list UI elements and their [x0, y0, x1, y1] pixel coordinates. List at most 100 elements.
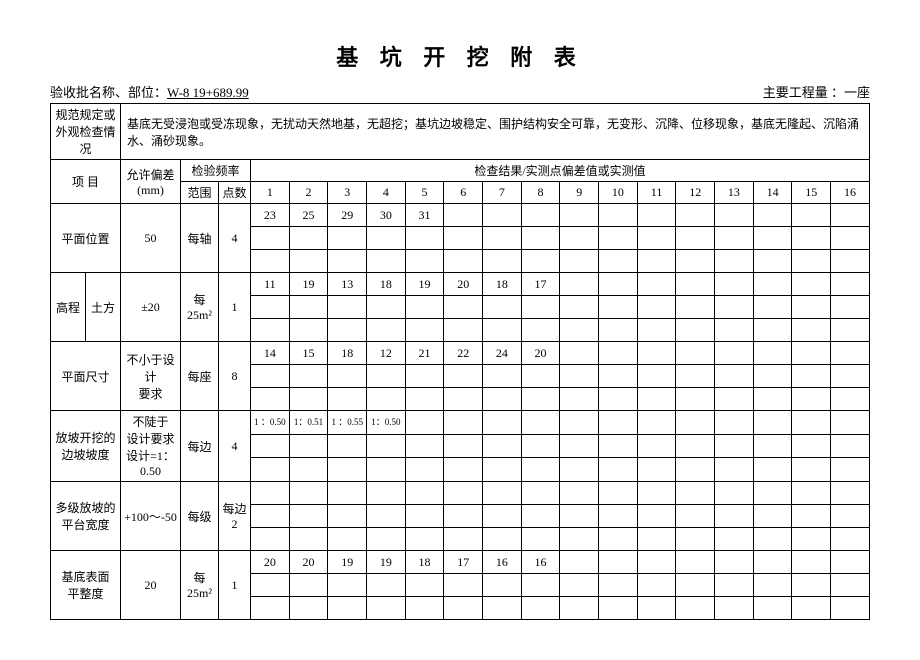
cell [792, 204, 831, 227]
row-points: 8 [219, 342, 251, 411]
qty-value: 一座 [844, 85, 870, 100]
cell [444, 434, 483, 458]
num-12: 12 [676, 182, 715, 204]
cell [599, 411, 638, 435]
row-range: 每 25m² [181, 551, 219, 620]
cell [637, 296, 676, 319]
cell [753, 434, 792, 458]
num-7: 7 [483, 182, 522, 204]
cell: 11 [251, 273, 290, 296]
cell [521, 434, 560, 458]
cell [676, 296, 715, 319]
cell [328, 505, 367, 528]
cell [328, 227, 367, 250]
col-range: 范围 [181, 182, 219, 204]
cell [405, 250, 444, 273]
cell [251, 388, 290, 411]
cell [289, 505, 328, 528]
cell [715, 574, 754, 597]
cell [560, 528, 599, 551]
cell [367, 388, 406, 411]
cell: 13 [328, 273, 367, 296]
cell [521, 296, 560, 319]
cell [560, 296, 599, 319]
cell [560, 458, 599, 482]
cell [328, 365, 367, 388]
row-name: 多级放坡的 平台宽度 [51, 482, 121, 551]
cell [715, 458, 754, 482]
cell [637, 482, 676, 505]
cell [715, 342, 754, 365]
cell [405, 319, 444, 342]
cell [328, 597, 367, 620]
cell: 16 [483, 551, 522, 574]
cell [560, 319, 599, 342]
cell: 16 [521, 551, 560, 574]
cell [676, 597, 715, 620]
cell [560, 551, 599, 574]
cell [444, 388, 483, 411]
cell: 22 [444, 342, 483, 365]
cell [405, 388, 444, 411]
cell [367, 505, 406, 528]
cell [599, 273, 638, 296]
cell [367, 319, 406, 342]
cell [521, 204, 560, 227]
cell [521, 505, 560, 528]
cell [251, 574, 290, 597]
cell [444, 250, 483, 273]
cell [599, 574, 638, 597]
cell [483, 528, 522, 551]
cell [405, 505, 444, 528]
cell [444, 528, 483, 551]
cell: 17 [444, 551, 483, 574]
cell [483, 365, 522, 388]
cell [831, 388, 870, 411]
page-title: 基 坑 开 挖 附 表 [50, 40, 870, 72]
cell: 15 [289, 342, 328, 365]
col-points: 点数 [219, 182, 251, 204]
cell [831, 227, 870, 250]
num-6: 6 [444, 182, 483, 204]
cell [251, 365, 290, 388]
cell [676, 204, 715, 227]
col-item: 项 目 [51, 160, 121, 204]
cell [367, 250, 406, 273]
cell [405, 227, 444, 250]
cell [328, 458, 367, 482]
cell [521, 250, 560, 273]
cell [792, 505, 831, 528]
cell [521, 597, 560, 620]
cell: 1：0.50 [367, 411, 406, 435]
cell [483, 250, 522, 273]
cell [753, 528, 792, 551]
cell [715, 434, 754, 458]
cell [444, 505, 483, 528]
row-name2: 土方 [86, 273, 121, 342]
cell [483, 574, 522, 597]
cell [483, 505, 522, 528]
cell [251, 458, 290, 482]
cell: 20 [521, 342, 560, 365]
cell [792, 227, 831, 250]
cell [405, 296, 444, 319]
cell [637, 365, 676, 388]
num-15: 15 [792, 182, 831, 204]
row-tolerance: 不陡于 设计要求 设计=1：0.50 [121, 411, 181, 482]
cell [560, 574, 599, 597]
cell: 19 [289, 273, 328, 296]
cell [367, 434, 406, 458]
cell [676, 458, 715, 482]
cell [715, 227, 754, 250]
num-2: 2 [289, 182, 328, 204]
num-11: 11 [637, 182, 676, 204]
cell [676, 574, 715, 597]
cell [753, 597, 792, 620]
cell [753, 342, 792, 365]
cell [599, 319, 638, 342]
row-range: 每级 [181, 482, 219, 551]
batch-label: 验收批名称、部位： [50, 85, 167, 100]
num-16: 16 [831, 182, 870, 204]
cell [483, 434, 522, 458]
cell [483, 458, 522, 482]
